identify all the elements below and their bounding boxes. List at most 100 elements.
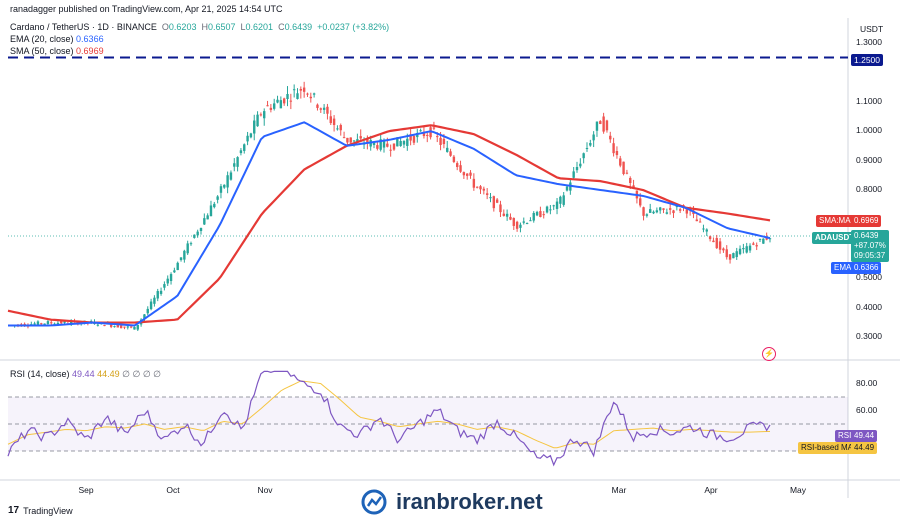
ohlc-h: 0.6507 <box>207 22 236 32</box>
candle-body <box>119 325 123 329</box>
ohlc-h-label: H <box>201 22 208 32</box>
candle-body <box>402 140 406 145</box>
candle-body <box>439 137 442 145</box>
candle-body <box>678 209 682 211</box>
candle-body <box>735 251 738 258</box>
candle-body <box>316 104 319 108</box>
candle-body <box>266 105 269 107</box>
candle-body <box>186 243 189 254</box>
candle-body <box>259 114 263 116</box>
candle-body <box>446 147 449 152</box>
candle-body <box>579 163 582 167</box>
time-tick-label: Sep <box>78 485 94 495</box>
price-tick-label: 1.0000 <box>856 125 882 136</box>
candle-body <box>758 238 762 240</box>
candle-body <box>332 118 336 126</box>
candle-body <box>46 321 50 325</box>
candle-body <box>632 185 635 189</box>
candle-body <box>459 165 462 172</box>
candle-body <box>40 323 43 325</box>
candle-body <box>409 134 412 141</box>
candle-body <box>599 121 602 124</box>
symbol-title[interactable]: Cardano / TetherUS · 1D · BINANCE <box>10 22 157 32</box>
candle-body <box>263 111 266 119</box>
rsi-tag-value: 49.44 <box>851 430 878 442</box>
candle-body <box>356 139 359 142</box>
rsi-ma-tag: RSI-based MA <box>798 442 857 454</box>
ema-legend[interactable]: EMA (20, close) 0.6366 <box>10 34 104 44</box>
price-tick-label: 0.9000 <box>856 154 882 165</box>
candle-body <box>166 278 169 284</box>
candle-body <box>199 227 203 232</box>
candle-body <box>509 216 512 220</box>
candle-body <box>146 308 149 314</box>
rsi-legend[interactable]: RSI (14, close) 49.44 44.49 ∅ ∅ ∅ ∅ <box>10 369 161 380</box>
candle-body <box>269 107 273 110</box>
candle-body <box>302 87 306 92</box>
candle-body <box>565 186 569 191</box>
rsi-legend-label: RSI (14, close) <box>10 369 70 379</box>
candle-body <box>582 153 585 159</box>
sma-legend[interactable]: SMA (50, close) 0.6969 <box>10 46 104 56</box>
candle-body <box>545 206 549 213</box>
candle-body <box>229 172 233 180</box>
candle-body <box>549 209 552 211</box>
candle-body <box>396 137 399 147</box>
candle-body <box>619 158 622 166</box>
candle-body <box>273 103 276 109</box>
candle-body <box>349 137 352 143</box>
candle-body <box>465 173 469 176</box>
candle-body <box>163 284 166 288</box>
ema-tag-value: 0.6366 <box>851 262 882 274</box>
price-tick-label: 0.3000 <box>856 331 882 342</box>
candle-body <box>612 143 615 154</box>
candle-body <box>116 324 120 328</box>
candle-body <box>625 172 629 174</box>
candle-body <box>485 193 489 195</box>
candle-body <box>602 116 605 132</box>
candle-body <box>136 324 139 330</box>
watermark-text: iranbroker.net <box>396 489 543 514</box>
candle-body <box>685 209 689 214</box>
candle-body <box>296 93 299 99</box>
tradingview-logo-text: TradingView <box>23 505 73 516</box>
rsi-ma-tag-value: 44.49 <box>851 442 878 454</box>
candle-body <box>63 321 66 323</box>
flash-icon[interactable]: ⚡ <box>762 347 776 361</box>
time-tick-label: Apr <box>704 485 718 495</box>
candle-body <box>372 142 376 146</box>
ema-legend-label: EMA (20, close) <box>10 34 74 44</box>
candle-body <box>359 136 362 139</box>
candle-body <box>595 121 599 131</box>
currency-label[interactable]: USDT <box>860 24 884 34</box>
candle-body <box>129 326 133 328</box>
candle-body <box>702 228 705 230</box>
candle-body <box>695 219 698 222</box>
candle-body <box>456 163 459 167</box>
candle-body <box>652 211 655 214</box>
candle-body <box>319 108 322 110</box>
candle-body <box>502 213 505 216</box>
candle-body <box>668 208 672 210</box>
candle-body <box>505 213 509 217</box>
price-tick-label: 1.3000 <box>856 36 882 47</box>
candle-body <box>752 243 755 245</box>
ohlc-l-label: L <box>240 22 246 32</box>
time-tick-label: Nov <box>257 485 273 495</box>
candle-body <box>196 231 199 236</box>
candle-body <box>479 186 482 190</box>
candle-body <box>173 270 176 273</box>
candle-body <box>675 206 679 208</box>
candle-body <box>462 172 466 176</box>
candle-body <box>472 178 476 188</box>
candle-body <box>306 93 309 95</box>
candle-body <box>309 96 313 99</box>
ohlc-l: 0.6201 <box>245 22 274 32</box>
candle-body <box>615 150 619 156</box>
candle-body <box>755 245 758 247</box>
candle-body <box>352 140 356 142</box>
candle-body <box>622 161 625 174</box>
tradingview-footer[interactable]: 17 TradingView <box>8 505 73 516</box>
candle-body <box>156 291 159 299</box>
